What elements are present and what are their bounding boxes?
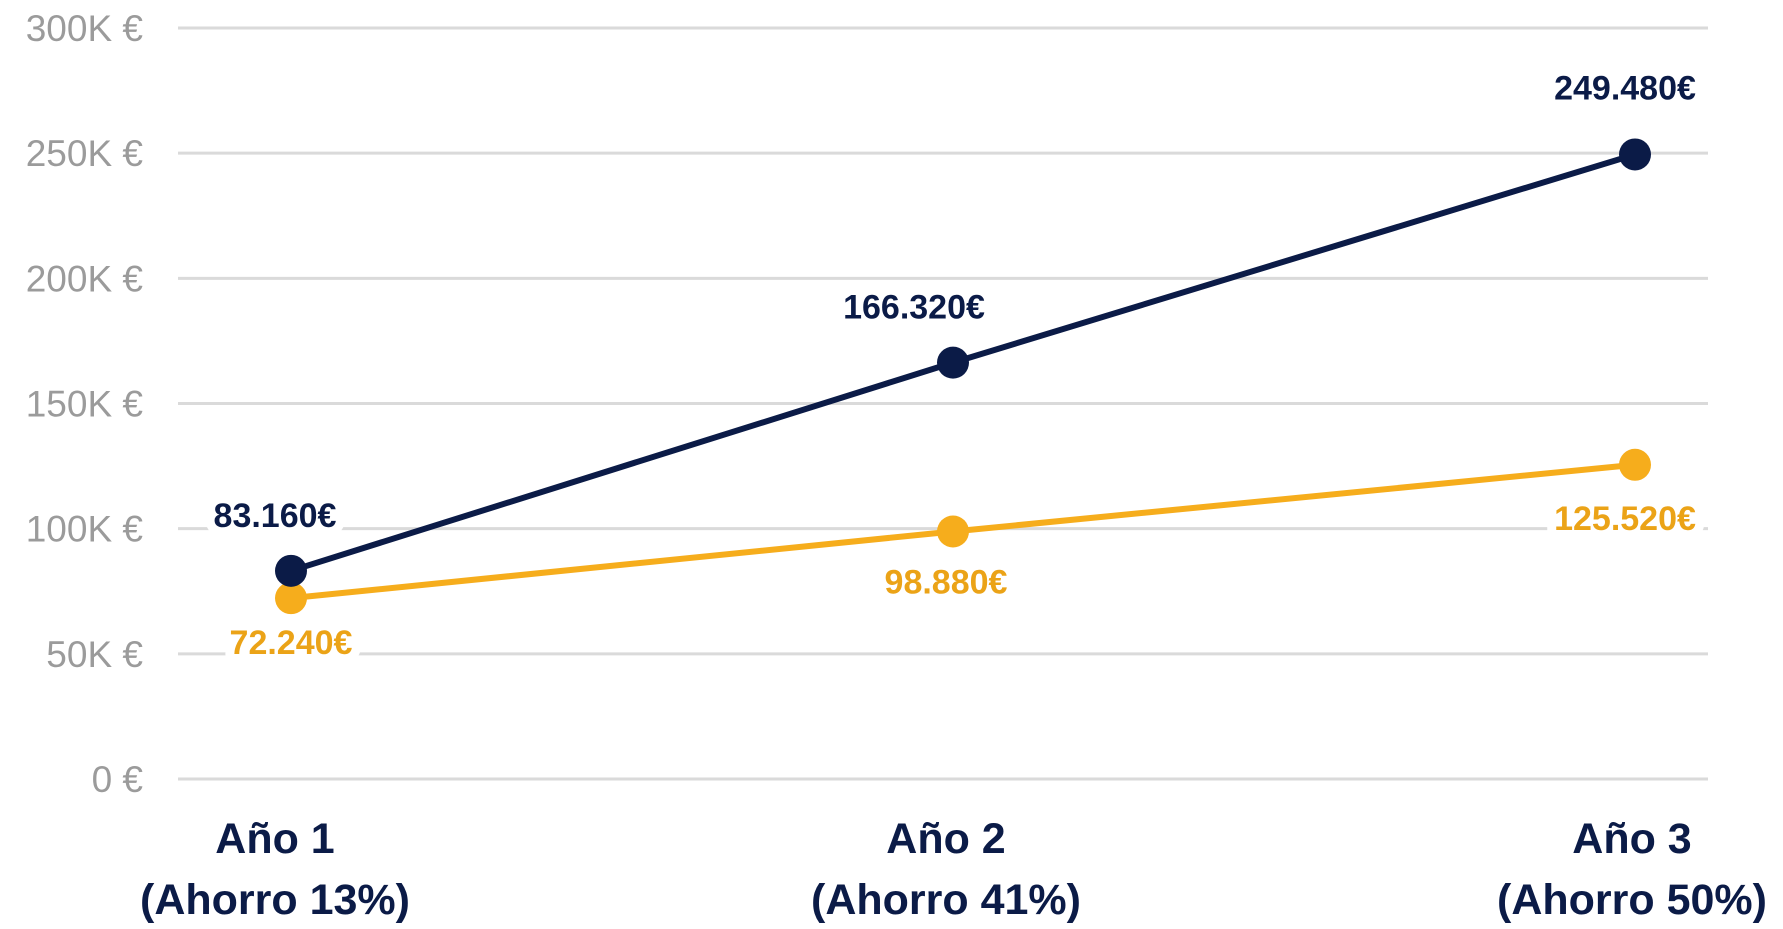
data-label: 83.160€ [214,497,337,535]
data-label: 72.240€ [230,624,353,662]
data-point [275,554,307,587]
data-label: 166.320€ [843,289,985,327]
y-tick-label: 200K € [26,258,144,299]
data-label: 249.480€ [1554,69,1696,107]
data-point [937,515,969,548]
y-tick-label: 150K € [26,384,144,425]
x-tick-sublabel: (Ahorro 41%) [811,876,1081,924]
x-tick-label: Año 1 [215,815,334,863]
x-tick-sublabel: (Ahorro 13%) [140,876,410,924]
y-tick-label: 300K € [26,8,144,49]
x-tick-label: Año 3 [1572,815,1691,863]
x-tick-label: Año 2 [886,815,1005,863]
data-point [1619,138,1651,171]
data-point [937,346,969,379]
data-point [275,582,307,615]
y-tick-label: 100K € [26,509,144,550]
y-tick-label: 250K € [26,133,144,174]
data-label: 125.520€ [1554,500,1696,538]
y-tick-label: 50K € [46,634,143,675]
data-point [1619,448,1651,481]
y-tick-label: 0 € [92,759,144,800]
x-tick-sublabel: (Ahorro 50%) [1497,876,1767,924]
data-label: 98.880€ [885,563,1008,601]
